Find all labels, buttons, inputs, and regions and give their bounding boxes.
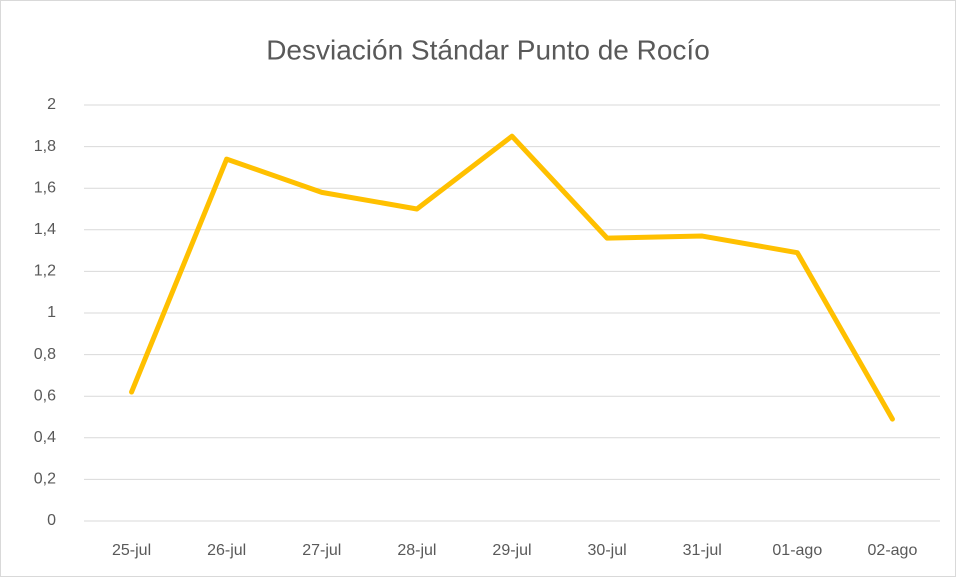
x-tick-label: 01-ago: [772, 542, 822, 559]
x-tick-label: 27-jul: [302, 542, 341, 559]
x-tick-label: 25-jul: [112, 542, 151, 559]
x-tick-label: 30-jul: [588, 542, 627, 559]
y-tick-label: 1,4: [34, 221, 56, 238]
y-tick-label: 0,6: [34, 387, 56, 404]
y-tick-label: 2: [47, 96, 56, 113]
x-tick-label: 26-jul: [207, 542, 246, 559]
y-tick-label: 0: [47, 512, 56, 529]
y-tick-label: 0,4: [34, 429, 56, 446]
line-series: [129, 133, 895, 422]
y-tick-label: 1: [47, 304, 56, 321]
y-tick-label: 1,2: [34, 263, 56, 280]
y-tick-label: 1,6: [34, 179, 56, 196]
x-tick-label: 29-jul: [492, 542, 531, 559]
chart-title: Desviación Stándar Punto de Rocío: [266, 34, 710, 65]
y-tick-label: 1,8: [34, 138, 56, 155]
x-tick-label: 02-ago: [868, 542, 918, 559]
x-tick-label: 28-jul: [397, 542, 436, 559]
y-tick-label: 0,8: [34, 346, 56, 363]
y-tick-label: 0,2: [34, 471, 56, 488]
x-tick-label: 31-jul: [683, 542, 722, 559]
